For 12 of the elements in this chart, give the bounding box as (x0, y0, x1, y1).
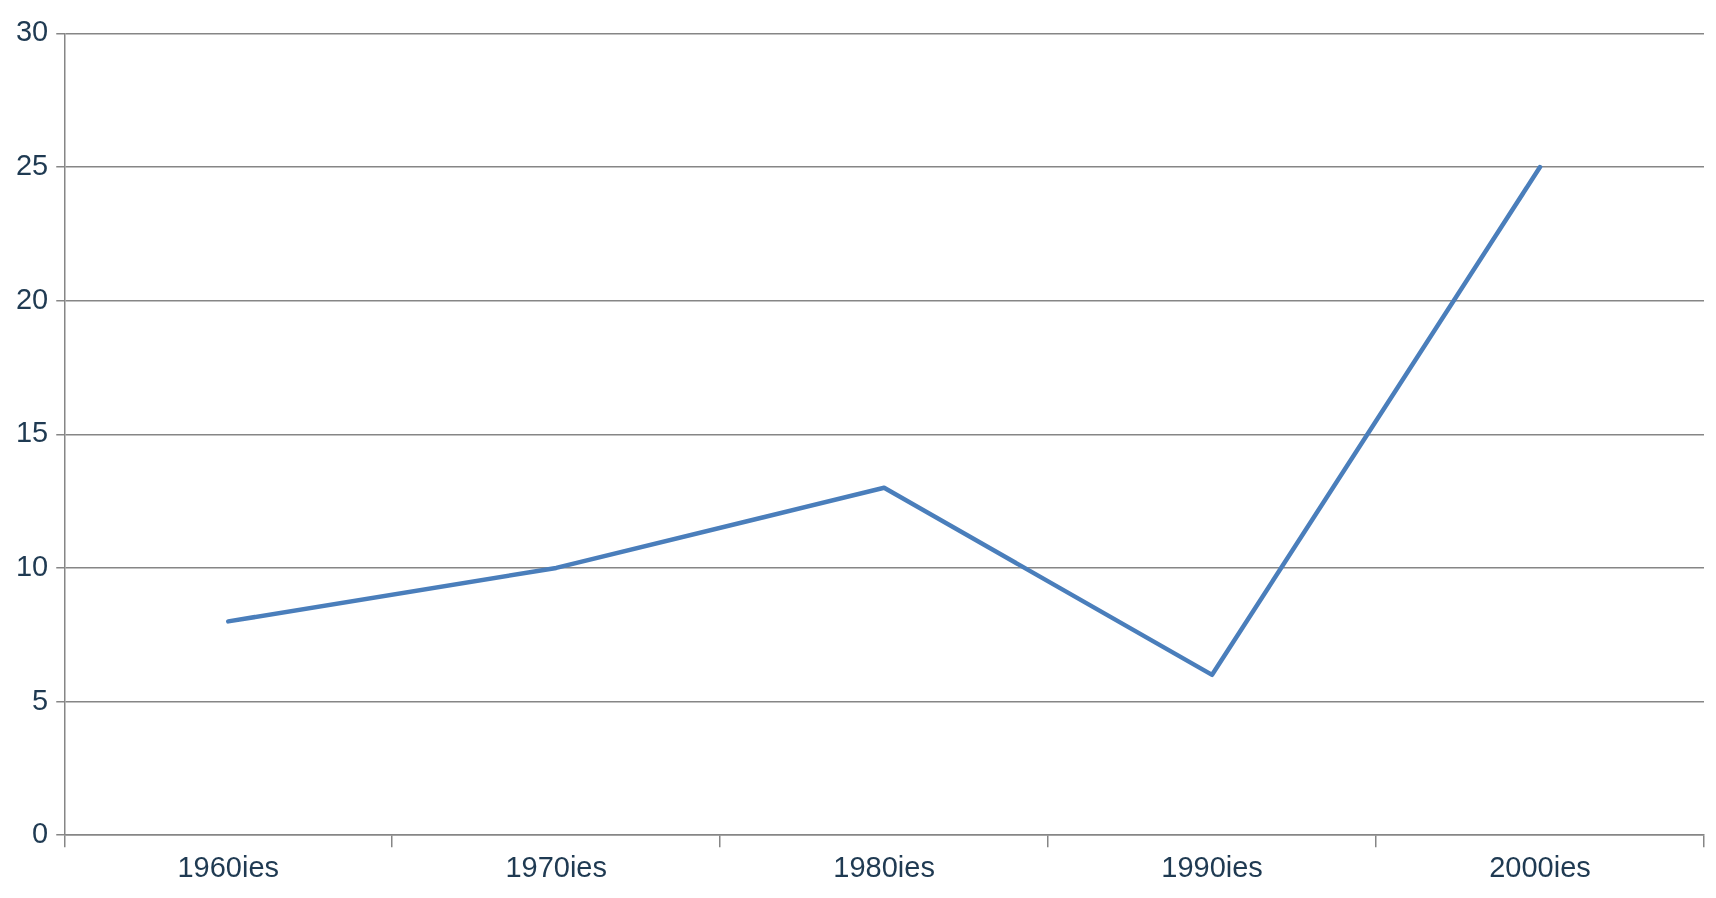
y-tick-label: 30 (15, 15, 49, 48)
y-tick-label: 10 (15, 549, 49, 582)
x-tick-label: 1970ies (505, 850, 607, 883)
y-tick-label: 0 (32, 817, 49, 850)
x-tick-label: 2000ies (1489, 850, 1591, 883)
x-tick-label: 1960ies (177, 850, 280, 883)
y-tick-label: 25 (15, 149, 49, 182)
x-tick-label: 1990ies (1161, 850, 1263, 883)
y-tick-label: 15 (15, 416, 49, 449)
x-tick-label: 1980ies (833, 850, 935, 883)
y-tick-label: 5 (32, 683, 49, 716)
y-tick-label: 20 (15, 282, 49, 315)
